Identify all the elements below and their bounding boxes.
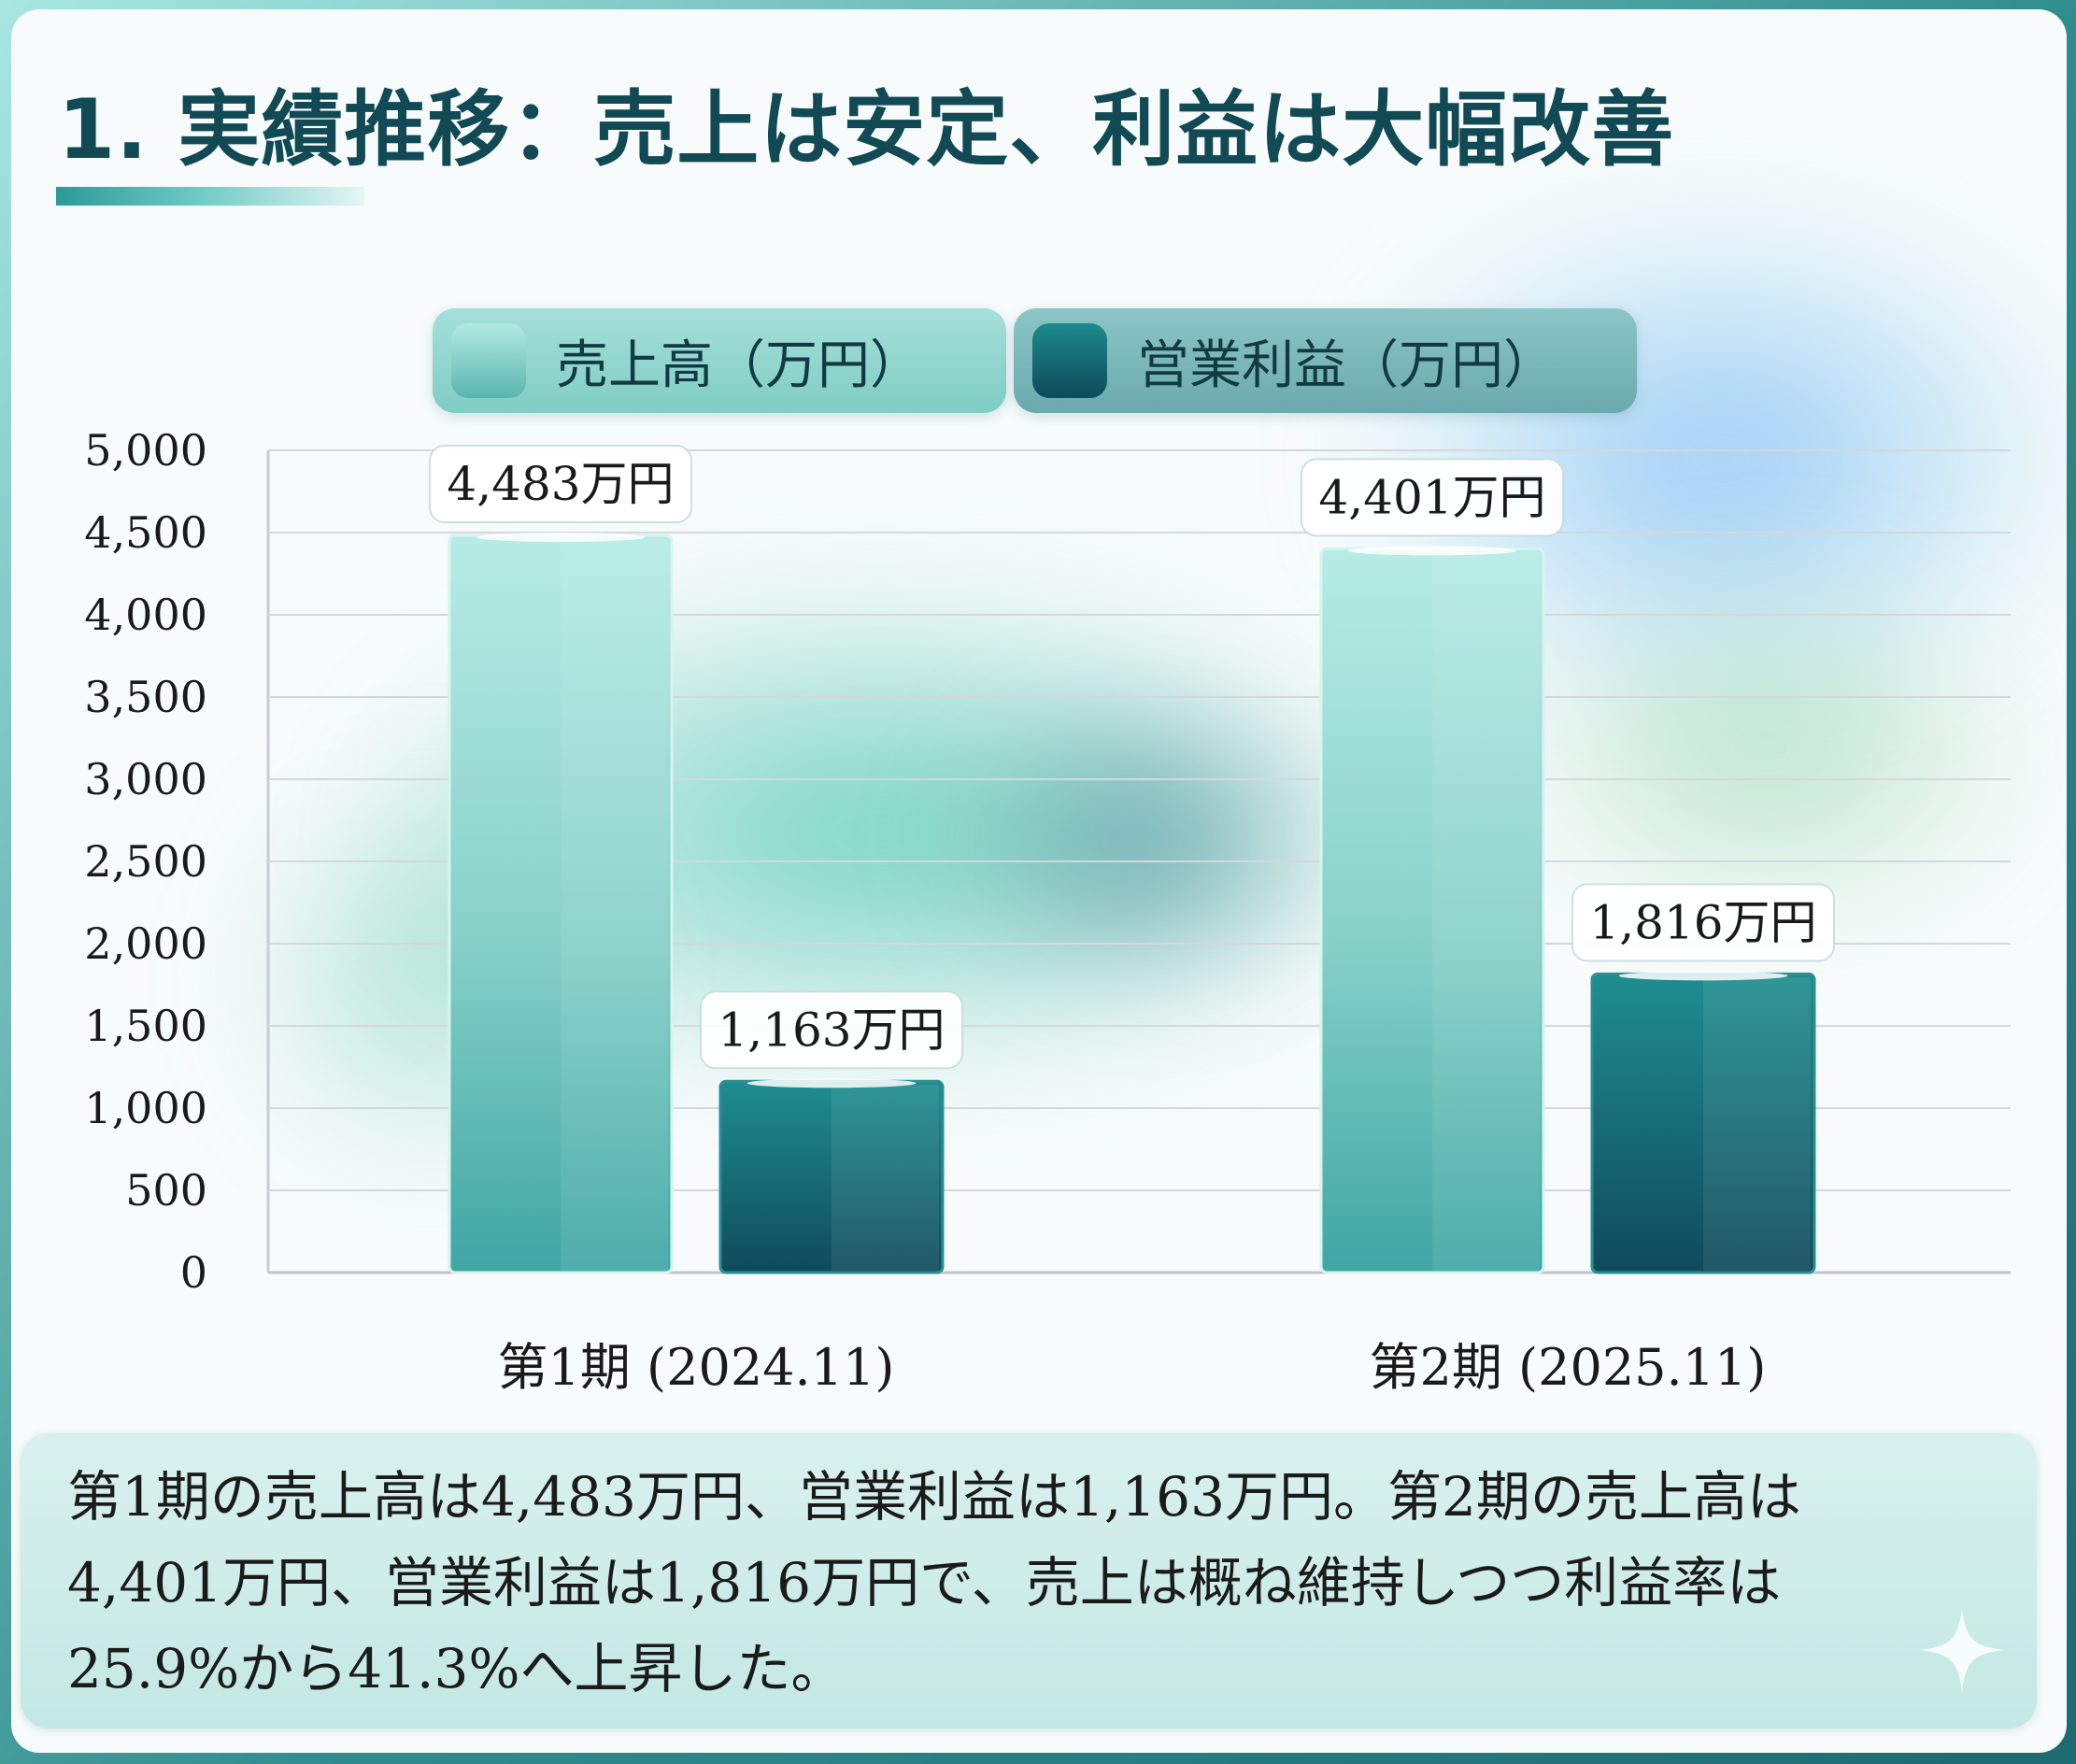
legend-swatch-revenue xyxy=(451,323,526,398)
data-label: 1,163万円 xyxy=(718,1003,945,1057)
summary-line: 4,401万円、営業利益は1,816万円で、売上は概ね維持しつつ利益率は xyxy=(67,1551,1782,1615)
y-tick-label: 2,000 xyxy=(84,918,207,969)
data-label-background xyxy=(700,990,963,1070)
legend-swatch-operating-profit xyxy=(1032,323,1107,398)
data-label-background xyxy=(429,444,692,523)
legend-item-revenue: 売上高（万円） xyxy=(433,308,1006,413)
legend-label-operating-profit: 営業利益（万円） xyxy=(1137,334,1556,396)
summary-line: 25.9%から41.3%へ上昇した。 xyxy=(67,1637,846,1700)
sparkle-icon xyxy=(1920,1608,2004,1692)
x-category-label: 第1期 (2024.11) xyxy=(498,1338,895,1397)
page-title: 1. 実績推移：売上は安定、利益は大幅改善 xyxy=(58,81,1675,178)
y-tick-label: 1,500 xyxy=(84,1001,207,1051)
data-label: 4,401万円 xyxy=(1318,470,1545,524)
data-label: 4,483万円 xyxy=(447,457,674,511)
bar-highlight xyxy=(1703,977,1811,1271)
bar-highlight xyxy=(561,538,668,1271)
bar-top-glow xyxy=(1618,971,1788,981)
data-label-background xyxy=(1571,883,1835,962)
bar-top-glow xyxy=(747,1078,917,1088)
legend-item-operating-profit: 営業利益（万円） xyxy=(1014,308,1637,413)
data-label-background xyxy=(1301,458,1564,537)
title-underline xyxy=(56,187,364,206)
y-tick-label: 2,500 xyxy=(84,836,207,887)
y-tick-label: 1,000 xyxy=(84,1083,207,1133)
summary-line: 第1期の売上高は4,483万円、営業利益は1,163万円。第2期の売上高は xyxy=(67,1465,1801,1529)
bar-highlight xyxy=(832,1085,939,1271)
data-label: 1,816万円 xyxy=(1589,895,1816,949)
bar-top-glow xyxy=(1347,546,1517,556)
y-tick-label: 4,500 xyxy=(84,507,207,558)
legend-label-revenue: 売上高（万円） xyxy=(556,334,922,396)
y-tick-label: 4,000 xyxy=(84,590,207,640)
y-tick-label: 3,500 xyxy=(84,672,207,722)
y-tick-label: 0 xyxy=(180,1247,207,1298)
y-tick-label: 3,000 xyxy=(84,754,207,804)
bar-top-glow xyxy=(476,532,646,542)
summary-text: 第1期の売上高は4,483万円、営業利益は1,163万円。第2期の売上高は 4,… xyxy=(67,1454,1955,1712)
y-tick-label: 5,000 xyxy=(84,425,207,476)
bar-highlight xyxy=(1432,552,1540,1271)
x-category-label: 第2期 (2025.11) xyxy=(1370,1338,1767,1397)
y-tick-label: 500 xyxy=(125,1165,207,1216)
summary-box: 第1期の売上高は4,483万円、営業利益は1,163万円。第2期の売上高は 4,… xyxy=(21,1433,2037,1728)
